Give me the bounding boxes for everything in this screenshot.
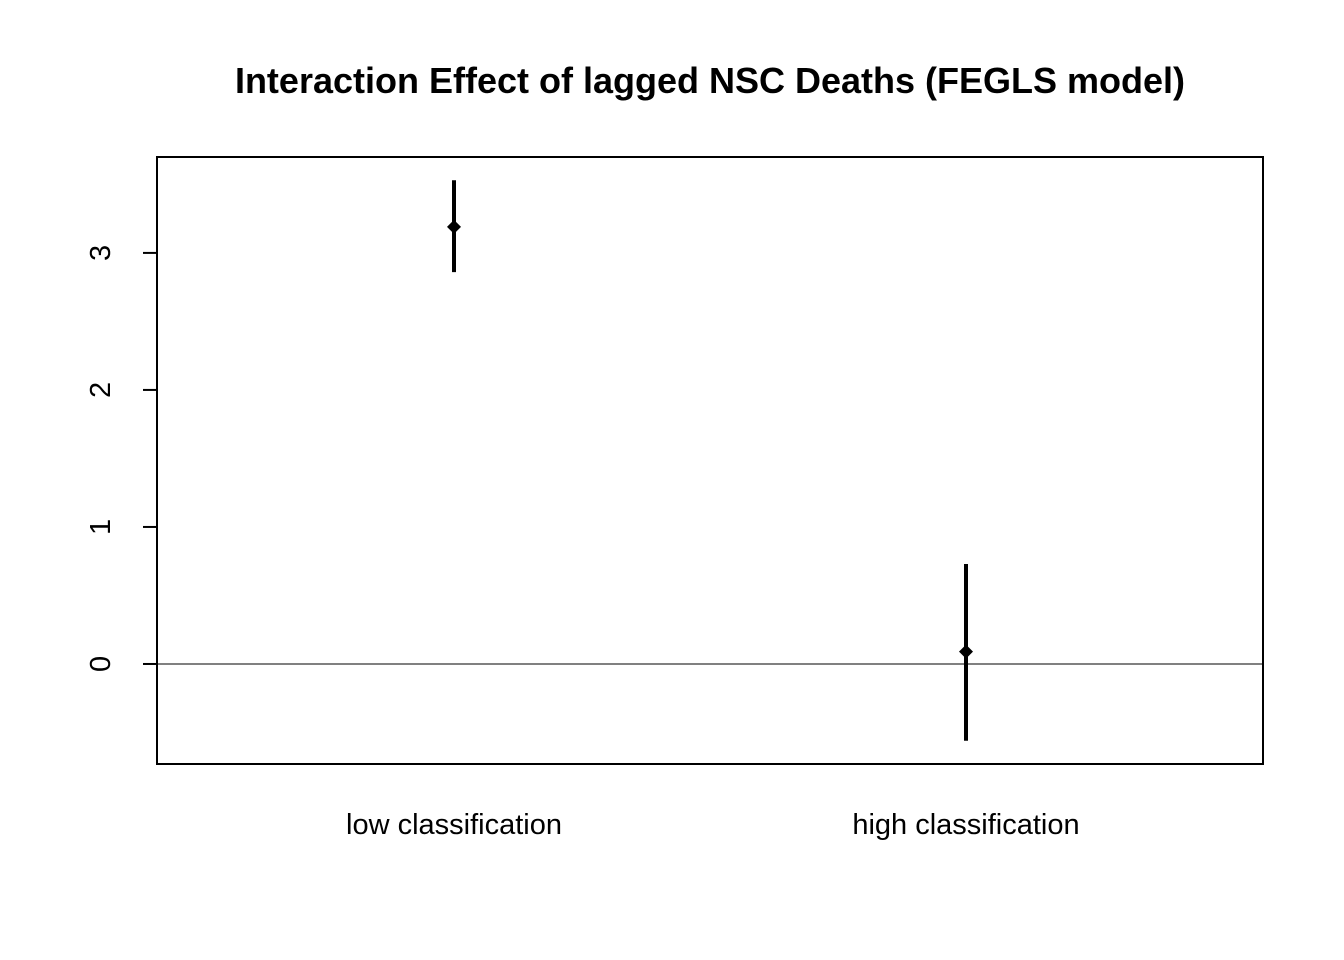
x-axis: low classification high classification <box>346 809 1080 841</box>
point-estimate-marker <box>959 644 973 659</box>
point-estimate-marker <box>447 219 461 234</box>
x-category-label: high classification <box>852 809 1079 841</box>
y-tick-label: 1 <box>85 519 117 535</box>
y-axis: 0 1 2 3 <box>85 245 157 672</box>
plot-frame <box>156 156 1264 765</box>
y-tick-label: 0 <box>85 656 117 672</box>
x-category-label: low classification <box>346 809 562 841</box>
y-tick-label: 3 <box>85 245 117 261</box>
data-marks <box>157 180 1263 741</box>
y-tick-label: 2 <box>85 382 117 398</box>
chart-title: Interaction Effect of lagged NSC Deaths … <box>235 60 1185 101</box>
